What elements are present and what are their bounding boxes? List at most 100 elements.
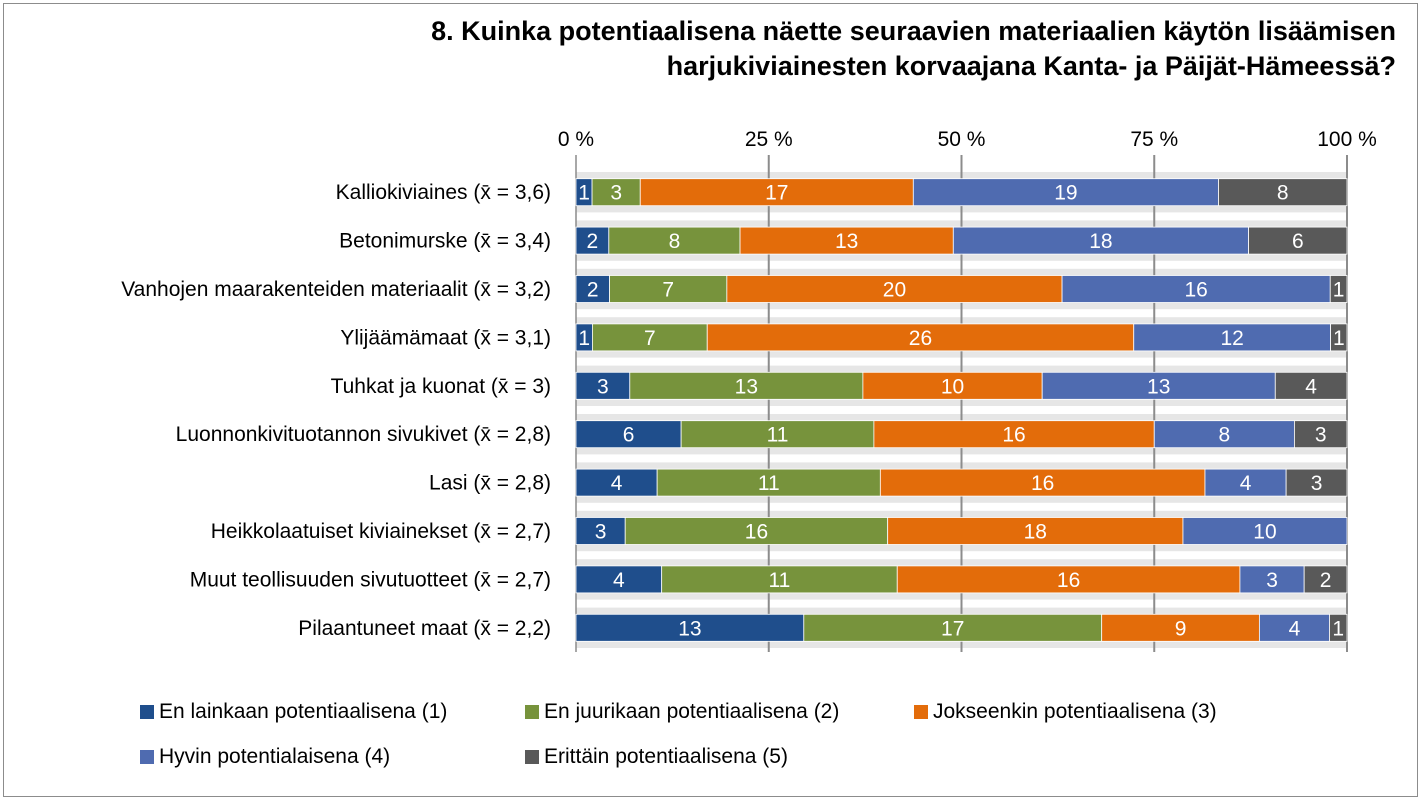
category-label: Kalliokiviaines (x̄ = 3,6) <box>336 181 551 204</box>
data-label: 1 <box>578 327 590 350</box>
bar-segment <box>575 565 663 594</box>
bar-segment <box>609 275 728 303</box>
data-label: 4 <box>611 472 623 495</box>
data-label: 2 <box>587 230 599 253</box>
bar-segment <box>1329 275 1348 303</box>
data-label: 16 <box>1057 569 1080 592</box>
chart-title-line-2: harjukiviainesten korvaajana Kanta- ja P… <box>666 51 1396 81</box>
data-label: 19 <box>1054 182 1077 205</box>
data-label: 16 <box>745 521 768 544</box>
bar-segment <box>1153 420 1295 449</box>
data-label: 10 <box>1253 521 1276 544</box>
bar-segment <box>1330 323 1348 352</box>
bar-segment <box>1239 565 1305 594</box>
bar-segment <box>1061 275 1331 303</box>
legend-label-4: Hyvin potentialaisena (4) <box>159 745 391 768</box>
data-label: 7 <box>644 327 656 350</box>
data-label: 7 <box>662 279 674 302</box>
bar-segment <box>1101 613 1260 642</box>
bar-segment <box>912 178 1219 207</box>
data-label: 13 <box>678 617 701 640</box>
legend-label-3: Jokseenkin potentiaalisena (3) <box>933 700 1217 723</box>
data-label: 10 <box>941 375 964 398</box>
legend-swatch-5 <box>525 750 539 764</box>
data-label: 8 <box>1277 182 1289 205</box>
legend-label-2: En juurikaan potentiaalisena (2) <box>544 700 840 723</box>
data-label: 3 <box>1315 424 1327 447</box>
data-label: 2 <box>587 279 599 302</box>
legend-item-4: Hyvin potentialaisena (4) <box>140 745 390 769</box>
bar-segment <box>591 178 641 207</box>
bar-segment <box>803 613 1103 642</box>
bar-segment <box>1041 371 1276 400</box>
category-label: Heikkolaatuiset kiviainekset (x̄ = 2,7) <box>211 520 551 543</box>
x-tick-label: 75 % <box>1130 128 1178 151</box>
x-tick-label: 50 % <box>938 128 986 151</box>
legend-item-1: En lainkaan potentiaalisena (1) <box>140 700 447 724</box>
data-label: 16 <box>1002 424 1025 447</box>
data-label: 6 <box>623 424 635 447</box>
data-label: 20 <box>883 279 906 302</box>
data-label: 16 <box>1031 472 1054 495</box>
bar-segment <box>706 323 1135 352</box>
legend-swatch-2 <box>525 705 539 719</box>
data-label: 4 <box>1240 472 1252 495</box>
data-label: 17 <box>941 617 964 640</box>
bar-segment <box>575 226 610 255</box>
bar-segment <box>952 226 1249 255</box>
data-label: 13 <box>735 375 758 398</box>
data-label: 16 <box>1184 279 1207 302</box>
legend-item-5: Erittäin potentiaalisena (5) <box>525 745 788 769</box>
data-label: 2 <box>1320 569 1332 592</box>
legend-label-1: En lainkaan potentiaalisena (1) <box>159 700 448 723</box>
legend-swatch-3 <box>914 705 928 719</box>
bar-segment <box>575 420 682 449</box>
bar-segment <box>1258 613 1330 642</box>
x-tick-label: 100 % <box>1317 128 1377 151</box>
bar-segment <box>887 517 1184 545</box>
data-label: 13 <box>1147 375 1170 398</box>
bar-segment <box>896 565 1241 594</box>
data-label: 8 <box>1218 424 1230 447</box>
data-label: 4 <box>1289 617 1301 640</box>
data-label: 3 <box>597 375 609 398</box>
category-label: Tuhkat ja kuonat (x̄ = 3) <box>331 375 551 398</box>
chart-title: 8. Kuinka potentiaalisena näette seuraav… <box>0 14 1396 84</box>
bar-segment <box>680 420 875 449</box>
data-label: 11 <box>767 424 789 447</box>
bar-segment <box>873 420 1155 449</box>
bar-segment <box>629 371 864 400</box>
category-label: Muut teollisuuden sivutuotteet (x̄ = 2,7… <box>190 568 551 591</box>
bar-segment <box>739 226 954 255</box>
bar-segment <box>1218 178 1348 207</box>
chart-title-line-1: 8. Kuinka potentiaalisena näette seuraav… <box>431 16 1396 46</box>
data-label: 4 <box>1305 375 1317 398</box>
category-label: Pilaantuneet maat (x̄ = 2,2) <box>298 617 551 640</box>
bar-segment <box>592 323 708 352</box>
data-label: 18 <box>1024 521 1047 544</box>
legend-label-5: Erittäin potentiaalisena (5) <box>544 745 788 768</box>
bar-segment <box>1248 226 1348 255</box>
legend-item-3: Jokseenkin potentiaalisena (3) <box>914 700 1217 724</box>
category-label: Luonnonkivituotannon sivukivet (x̄ = 2,8… <box>176 423 551 446</box>
data-label: 18 <box>1089 230 1112 253</box>
data-label: 1 <box>1333 327 1345 350</box>
bar-segment <box>608 226 741 255</box>
bar-segment <box>862 371 1043 400</box>
x-tick-label: 25 % <box>745 128 793 151</box>
data-label: 1 <box>1333 279 1345 302</box>
data-label: 13 <box>835 230 858 253</box>
bar-segment <box>1182 517 1348 545</box>
bar-segment <box>1133 323 1331 352</box>
data-label: 3 <box>1311 472 1323 495</box>
category-label: Lasi (x̄ = 2,8) <box>429 472 551 495</box>
bar-segment <box>575 275 610 303</box>
data-label: 8 <box>669 230 681 253</box>
category-label: Vanhojen maarakenteiden materiaalit (x̄ … <box>121 278 551 301</box>
data-label: 3 <box>1266 569 1278 592</box>
data-label: 26 <box>909 327 932 350</box>
category-label: Betonimurske (x̄ = 3,4) <box>339 230 551 253</box>
bar-segment <box>1294 420 1348 449</box>
data-label: 1 <box>1332 617 1344 640</box>
